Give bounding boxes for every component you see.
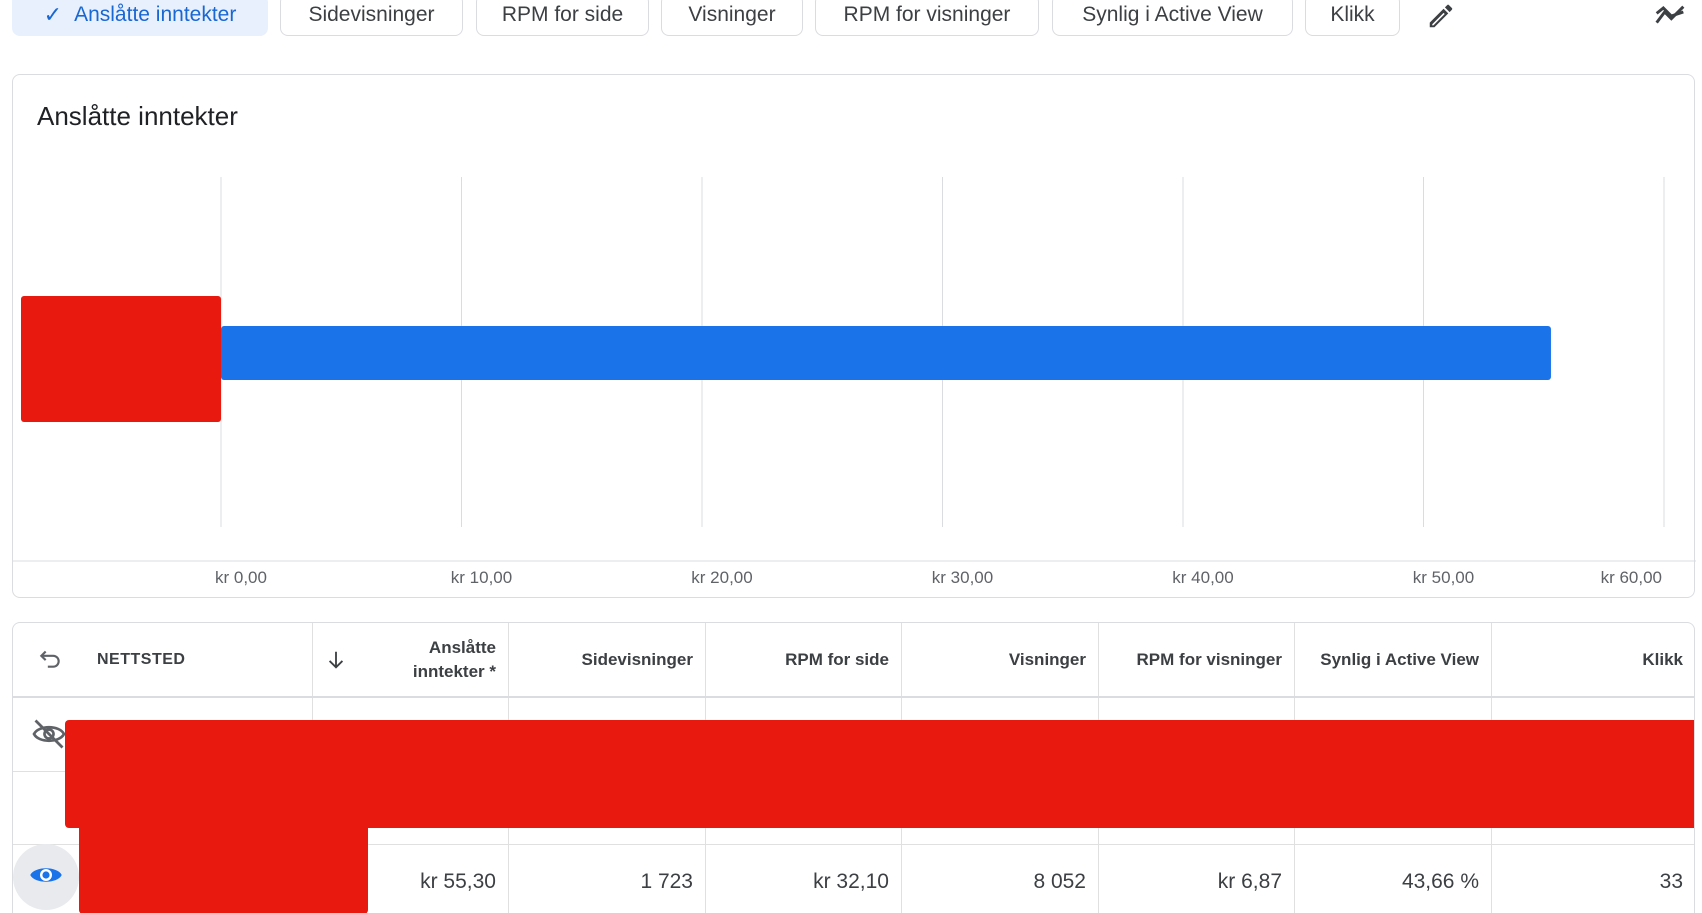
header-clicks[interactable]: Klikk xyxy=(1491,623,1694,696)
cell-impression-rpm: kr 6,87 xyxy=(1098,844,1294,913)
header-clicks-label: Klikk xyxy=(1642,649,1683,669)
header-site[interactable]: NETTSTED xyxy=(13,623,312,696)
cell-pageviews: 1 723 xyxy=(508,844,705,913)
data-table: NETTSTED Anslåtte inntekter * Sidevisnin… xyxy=(12,622,1695,913)
x-tick-label: kr 30,00 xyxy=(932,568,993,587)
visibility-toggle-button[interactable] xyxy=(13,844,79,910)
header-active-view-label: Synlig i Active View xyxy=(1320,649,1479,669)
table-header: NETTSTED Anslåtte inntekter * Sidevisnin… xyxy=(13,623,1694,698)
cell-page-rpm: kr 32,10 xyxy=(705,844,901,913)
x-tick-label: kr 20,00 xyxy=(691,568,752,587)
chip-pageviews[interactable]: Sidevisninger xyxy=(280,0,463,36)
chart-card: Anslåtte inntekter kr 0,00 kr 10,00 kr 20,… xyxy=(12,74,1696,598)
revenue-bar-chart: kr 0,00 kr 10,00 kr 20,00 kr 30,00 kr 40,00 k… xyxy=(13,177,1696,587)
header-page-rpm[interactable]: RPM for side xyxy=(705,623,901,696)
cell-clicks: 33 xyxy=(1491,844,1694,913)
table-row: kr 55,30 1 723 kr 32,10 8 052 kr 6,87 43… xyxy=(13,844,1694,913)
pencil-icon[interactable] xyxy=(1425,0,1457,32)
chip-impressions[interactable]: Visninger xyxy=(661,0,803,36)
x-tick-label: kr 50,00 xyxy=(1413,568,1474,587)
chip-clicks[interactable]: Klikk xyxy=(1305,0,1400,36)
x-tick-label: kr 10,00 xyxy=(451,568,512,587)
eye-icon xyxy=(28,857,64,898)
trend-icon[interactable] xyxy=(1654,0,1686,32)
header-revenue[interactable]: Anslåtte inntekter * xyxy=(312,623,508,696)
header-pageviews-label: Sidevisninger xyxy=(581,649,693,669)
chip-label: RPM for side xyxy=(501,3,624,26)
cell-active-view: 43,66 % xyxy=(1294,844,1491,913)
redaction-block xyxy=(79,828,368,913)
chip-label: Klikk xyxy=(1330,3,1375,26)
chip-impression-rpm[interactable]: RPM for visninger xyxy=(815,0,1039,36)
chip-label: Sidevisninger xyxy=(308,3,435,26)
visibility-off-icon[interactable] xyxy=(31,716,67,757)
chip-active-view[interactable]: Synlig i Active View xyxy=(1052,0,1293,36)
chart-title: Anslåtte inntekter xyxy=(37,101,238,131)
cell-impressions: 8 052 xyxy=(901,844,1098,913)
header-pageviews[interactable]: Sidevisninger xyxy=(508,623,705,696)
header-site-label: NETTSTED xyxy=(97,650,186,668)
x-tick-label: kr 0,00 xyxy=(215,568,267,587)
check-icon: ✓ xyxy=(43,2,63,27)
sort-descending-icon[interactable] xyxy=(325,649,347,676)
chip-label: Visninger xyxy=(688,3,776,26)
header-impressions[interactable]: Visninger xyxy=(901,623,1098,696)
bar xyxy=(221,326,1551,380)
chip-estimated-revenue[interactable]: ✓ Anslåtte inntekter xyxy=(12,0,268,36)
redaction-block xyxy=(21,296,221,422)
undo-icon[interactable] xyxy=(37,645,63,676)
chip-label: Anslåtte inntekter xyxy=(74,3,237,26)
header-impressions-label: Visninger xyxy=(1008,649,1086,669)
x-tick-label: kr 60,00 xyxy=(1601,568,1662,587)
redaction-block xyxy=(65,720,1694,828)
chip-label: RPM for visninger xyxy=(843,3,1011,26)
chip-label: Synlig i Active View xyxy=(1082,3,1263,26)
header-impression-rpm-label: RPM for visninger xyxy=(1136,649,1282,669)
metric-chips: ✓ Anslåtte inntekter Sidevisninger RPM f… xyxy=(0,0,1702,40)
header-impression-rpm[interactable]: RPM for visninger xyxy=(1098,623,1294,696)
header-revenue-label: Anslåtte inntekter * xyxy=(412,637,496,681)
header-page-rpm-label: RPM for side xyxy=(785,649,889,669)
chip-page-rpm[interactable]: RPM for side xyxy=(476,0,649,36)
header-active-view[interactable]: Synlig i Active View xyxy=(1294,623,1491,696)
x-tick-label: kr 40,00 xyxy=(1172,568,1233,587)
